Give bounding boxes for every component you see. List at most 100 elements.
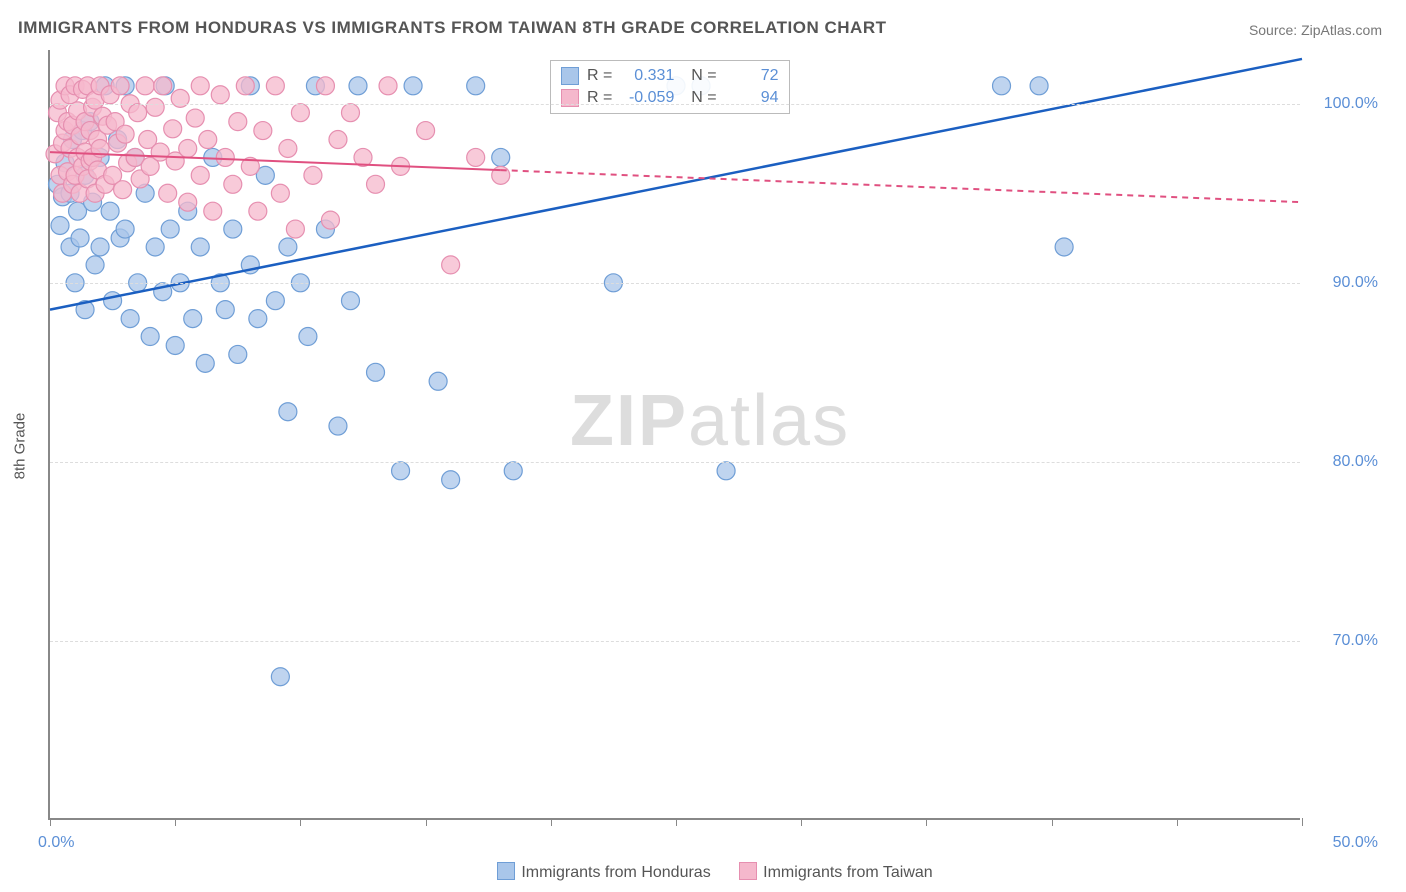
n-label: N = — [682, 67, 716, 85]
x-tick — [1177, 818, 1178, 826]
scatter-point — [199, 131, 217, 149]
scatter-point — [229, 113, 247, 131]
x-tick — [175, 818, 176, 826]
n-value-honduras: 72 — [725, 67, 779, 85]
scatter-point — [51, 216, 69, 234]
gridline — [50, 462, 1300, 463]
scatter-point — [91, 238, 109, 256]
scatter-point — [224, 175, 242, 193]
plot-area: ZIPatlas R = 0.331 N = 72 R = -0.059 N =… — [48, 50, 1300, 820]
x-tick — [1302, 818, 1303, 826]
x-tick — [926, 818, 927, 826]
scatter-point — [291, 104, 309, 122]
scatter-point — [417, 122, 435, 140]
scatter-point — [184, 310, 202, 328]
scatter-point — [236, 77, 254, 95]
scatter-point — [279, 139, 297, 157]
scatter-point — [349, 77, 367, 95]
scatter-point — [467, 77, 485, 95]
scatter-point — [111, 77, 129, 95]
scatter-point — [266, 292, 284, 310]
scatter-point — [196, 354, 214, 372]
legend-label-taiwan: Immigrants from Taiwan — [763, 864, 933, 881]
y-axis-title: 8th Grade — [12, 413, 29, 480]
scatter-point — [249, 310, 267, 328]
scatter-point — [299, 328, 317, 346]
scatter-point — [146, 98, 164, 116]
scatter-point — [179, 193, 197, 211]
scatter-point — [161, 220, 179, 238]
x-tick — [551, 818, 552, 826]
x-tick — [676, 818, 677, 826]
gridline — [50, 283, 1300, 284]
scatter-point — [141, 328, 159, 346]
y-tick-label: 90.0% — [1333, 274, 1378, 292]
scatter-point — [254, 122, 272, 140]
scatter-point — [271, 184, 289, 202]
y-tick-label: 80.0% — [1333, 453, 1378, 471]
scatter-point — [1055, 238, 1073, 256]
trend-line-dashed — [501, 170, 1302, 202]
scatter-point — [404, 77, 422, 95]
scatter-point — [271, 668, 289, 686]
scatter-point — [104, 292, 122, 310]
scatter-point — [1030, 77, 1048, 95]
scatter-point — [993, 77, 1011, 95]
x-tick — [1052, 818, 1053, 826]
scatter-point — [442, 256, 460, 274]
x-min-label: 0.0% — [38, 834, 74, 852]
y-tick-label: 100.0% — [1324, 95, 1378, 113]
scatter-point — [279, 238, 297, 256]
scatter-point — [442, 471, 460, 489]
scatter-point — [467, 148, 485, 166]
scatter-point — [186, 109, 204, 127]
scatter-point — [146, 238, 164, 256]
scatter-point — [379, 77, 397, 95]
scatter-point — [101, 202, 119, 220]
scatter-point — [429, 372, 447, 390]
x-max-label: 50.0% — [1333, 834, 1378, 852]
legend-bottom: Immigrants from Honduras Immigrants from… — [0, 862, 1406, 882]
legend-swatch-honduras — [497, 862, 515, 880]
scatter-point — [329, 417, 347, 435]
legend-swatch-taiwan — [739, 862, 757, 880]
scatter-point — [121, 310, 139, 328]
scatter-point — [316, 77, 334, 95]
scatter-point — [367, 363, 385, 381]
scatter-point — [191, 77, 209, 95]
stats-legend: R = 0.331 N = 72 R = -0.059 N = 94 — [550, 60, 790, 114]
swatch-honduras — [561, 67, 579, 85]
scatter-point — [179, 139, 197, 157]
scatter-point — [279, 403, 297, 421]
scatter-point — [304, 166, 322, 184]
scatter-point — [191, 166, 209, 184]
scatter-point — [116, 125, 134, 143]
scatter-point — [341, 104, 359, 122]
scatter-point — [116, 220, 134, 238]
scatter-point — [321, 211, 339, 229]
gridline — [50, 104, 1300, 105]
scatter-point — [204, 202, 222, 220]
scatter-point — [367, 175, 385, 193]
scatter-point — [216, 148, 234, 166]
scatter-point — [136, 77, 154, 95]
scatter-point — [286, 220, 304, 238]
source-label: Source: ZipAtlas.com — [1249, 22, 1382, 38]
chart-svg — [50, 50, 1300, 818]
scatter-point — [717, 462, 735, 480]
scatter-point — [114, 181, 132, 199]
scatter-point — [229, 345, 247, 363]
scatter-point — [129, 104, 147, 122]
scatter-point — [266, 77, 284, 95]
r-value-honduras: 0.331 — [620, 67, 674, 85]
x-tick — [801, 818, 802, 826]
r-label: R = — [587, 67, 612, 85]
scatter-point — [216, 301, 234, 319]
scatter-point — [392, 462, 410, 480]
scatter-point — [249, 202, 267, 220]
y-tick-label: 70.0% — [1333, 632, 1378, 650]
stats-row-honduras: R = 0.331 N = 72 — [561, 65, 779, 87]
x-tick — [426, 818, 427, 826]
scatter-point — [341, 292, 359, 310]
scatter-point — [166, 336, 184, 354]
